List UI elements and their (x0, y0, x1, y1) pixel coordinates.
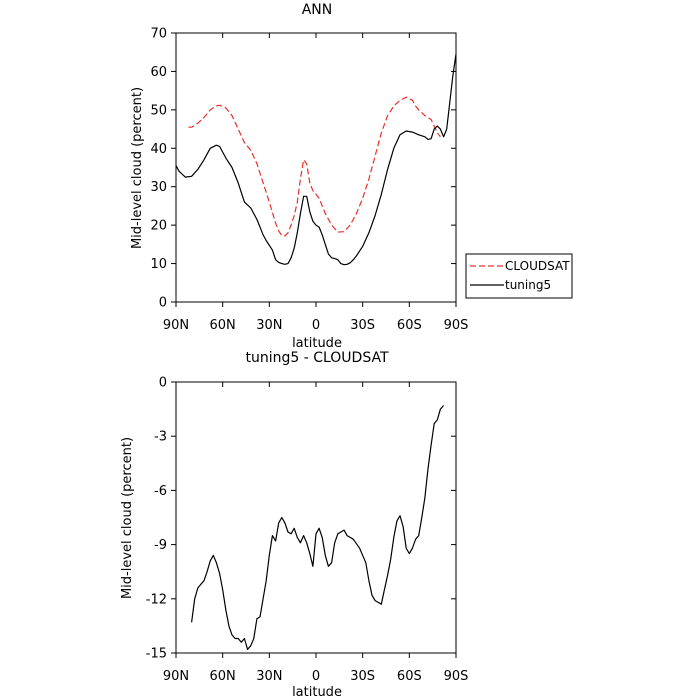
y-tick-label: 60 (150, 65, 167, 80)
x-tick-label: 30S (350, 318, 375, 333)
x-tick-label: 60N (210, 669, 236, 684)
chart-ann-plot-frame (175, 32, 457, 303)
x-tick-label: 30N (256, 318, 282, 333)
y-tick-label: 0 (159, 376, 167, 391)
chart-ann-x-axis-label: latitude (292, 336, 342, 351)
y-tick-label: -12 (146, 592, 167, 607)
y-tick-label: -6 (154, 484, 167, 499)
chart-diff-x-axis: 90N 60N 30N 0 30S 60S 90S (163, 382, 469, 684)
y-tick-label: -9 (154, 538, 167, 553)
y-tick-label: 10 (150, 257, 167, 272)
chart-diff-title: tuning5 - CLOUDSAT (245, 350, 389, 366)
y-tick-label: 20 (150, 219, 167, 234)
chart-diff-y-axis: 0 -3 -6 -9 -12 -15 (146, 376, 456, 662)
x-tick-label: 60S (397, 318, 422, 333)
x-tick-label: 0 (312, 669, 320, 684)
chart-ann-series (175, 54, 457, 266)
x-tick-label: 90N (163, 669, 189, 684)
chart-diff-x-axis-label: latitude (292, 685, 342, 700)
chart-diff-plot-frame (175, 381, 457, 654)
y-tick-label: -15 (146, 647, 167, 662)
series-line-diff (191, 405, 445, 651)
series-line-cloudsat (188, 96, 441, 237)
y-tick-label: 30 (150, 180, 167, 195)
x-tick-label: 60S (397, 669, 422, 684)
y-tick-label: 50 (150, 103, 167, 118)
y-tick-label: -3 (154, 430, 167, 445)
x-tick-label: 90N (163, 318, 189, 333)
x-tick-label: 90S (444, 318, 469, 333)
x-tick-label: 60N (210, 318, 236, 333)
chart-ann-x-axis: 90N 60N 30N 0 30S 60S 90S (163, 33, 469, 333)
x-tick-label: 90S (444, 669, 469, 684)
legend-frame (465, 253, 573, 299)
legend-label-cloudsat: CLOUDSAT (505, 259, 570, 273)
y-tick-label: 70 (150, 27, 167, 42)
y-tick-label: 40 (150, 142, 167, 157)
chart-diff-series (191, 405, 445, 651)
legend-label-tuning5: tuning5 (505, 278, 551, 292)
chart-ann-legend: CLOUDSAT tuning5 (465, 253, 573, 299)
x-tick-label: 30N (256, 669, 282, 684)
series-line-tuning5 (175, 54, 457, 266)
x-tick-label: 30S (350, 669, 375, 684)
y-tick-label: 0 (159, 296, 167, 311)
chart-diff-y-axis-label: Mid-level cloud (percent) (120, 437, 135, 599)
chart-ann-title: ANN (302, 2, 333, 18)
chart-ann-y-axis: 0 10 20 30 40 50 60 70 (150, 27, 456, 311)
x-tick-label: 0 (312, 318, 320, 333)
chart-ann-y-axis-label: Mid-level cloud (percent) (130, 87, 145, 249)
chart-diff: tuning5 - CLOUDSAT 0 -3 -6 -9 -12 -15 90N 60N 3… (120, 350, 468, 700)
